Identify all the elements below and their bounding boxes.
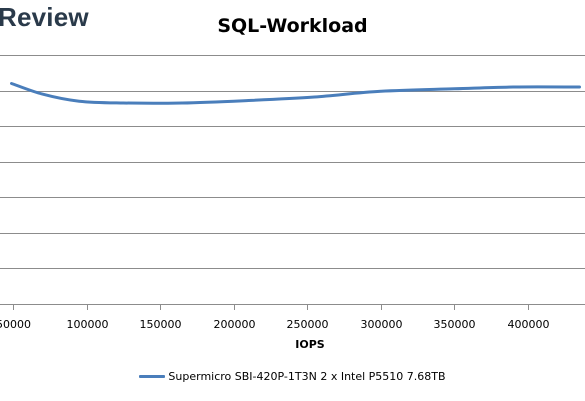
series-line (10, 82, 581, 105)
x-tick-label: 50000 (0, 318, 31, 331)
series-layer (10, 82, 581, 105)
x-tick-label: 250000 (287, 318, 329, 331)
x-tick-label: 200000 (214, 318, 256, 331)
legend: Supermicro SBI-420P-1T3N 2 x Intel P5510… (0, 370, 585, 383)
x-axis: 50000 100000 150000 200000 250000 300000 35000… (0, 304, 550, 331)
legend-swatch (139, 375, 166, 378)
x-tick-label: 150000 (140, 318, 182, 331)
logo-text: Review (0, 2, 89, 32)
gridlines (0, 55, 585, 305)
x-axis-title: IOPS (295, 338, 325, 351)
x-tick-label: 100000 (67, 318, 109, 331)
legend-label: Supermicro SBI-420P-1T3N 2 x Intel P5510… (168, 370, 446, 383)
x-tick-label: 350000 (434, 318, 476, 331)
chart-title: SQL-Workload (217, 15, 368, 37)
x-tick-label: 300000 (361, 318, 403, 331)
x-tick-label: 400000 (508, 318, 550, 331)
